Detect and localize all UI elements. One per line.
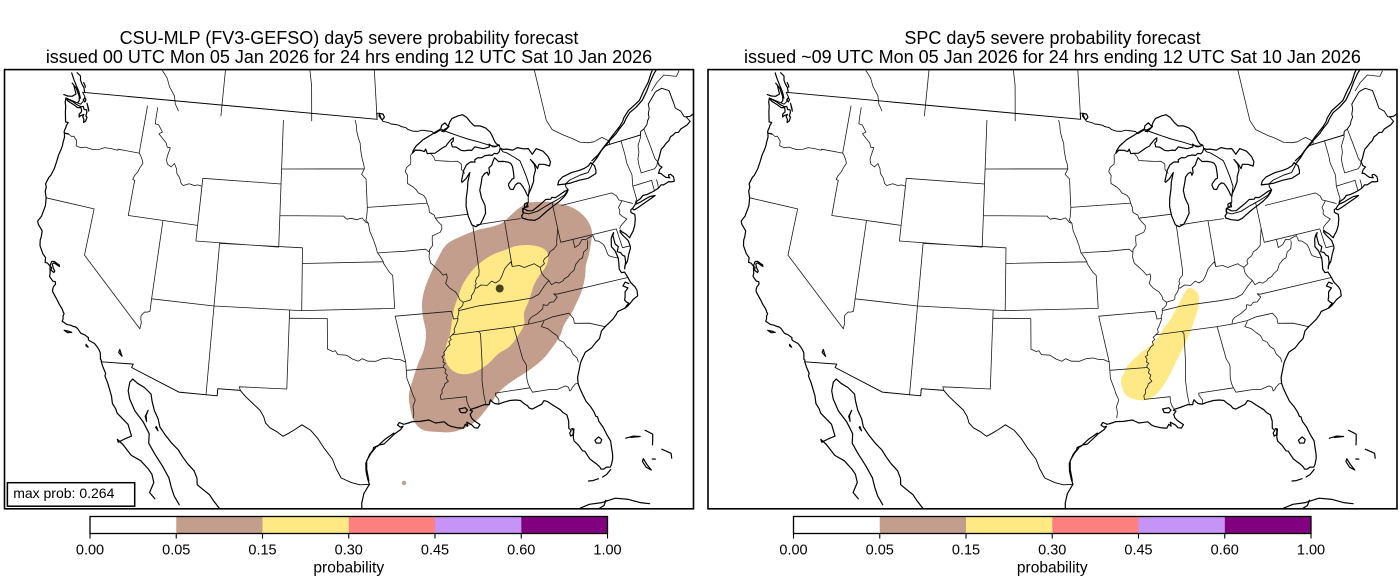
svg-text:1.00: 1.00 (593, 543, 621, 559)
svg-text:0.30: 0.30 (335, 543, 363, 559)
svg-text:0.15: 0.15 (952, 543, 980, 559)
svg-text:0.45: 0.45 (1124, 543, 1152, 559)
svg-text:1.00: 1.00 (1297, 543, 1325, 559)
svg-text:0.30: 0.30 (1038, 543, 1066, 559)
svg-text:issued ~09 UTC Mon 05 Jan 2026: issued ~09 UTC Mon 05 Jan 2026 for 24 hr… (744, 47, 1361, 67)
svg-text:probability: probability (1017, 560, 1088, 577)
svg-text:0.00: 0.00 (76, 543, 104, 559)
svg-text:probability: probability (313, 560, 384, 577)
svg-text:CSU-MLP (FV3-GEFSO) day5 sever: CSU-MLP (FV3-GEFSO) day5 severe probabil… (120, 28, 579, 48)
svg-text:issued 00 UTC Mon 05 Jan 2026: issued 00 UTC Mon 05 Jan 2026 for 24 hrs… (46, 47, 652, 67)
svg-text:0.60: 0.60 (1211, 543, 1239, 559)
svg-text:0.05: 0.05 (866, 543, 894, 559)
svg-text:0.15: 0.15 (248, 543, 276, 559)
svg-text:0.60: 0.60 (507, 543, 535, 559)
svg-text:0.05: 0.05 (162, 543, 190, 559)
svg-text:0.00: 0.00 (779, 543, 807, 559)
svg-text:max prob: 0.264: max prob: 0.264 (13, 485, 114, 501)
svg-text:SPC day5 severe probability fo: SPC day5 severe probability forecast (904, 28, 1200, 48)
svg-text:0.45: 0.45 (421, 543, 449, 559)
